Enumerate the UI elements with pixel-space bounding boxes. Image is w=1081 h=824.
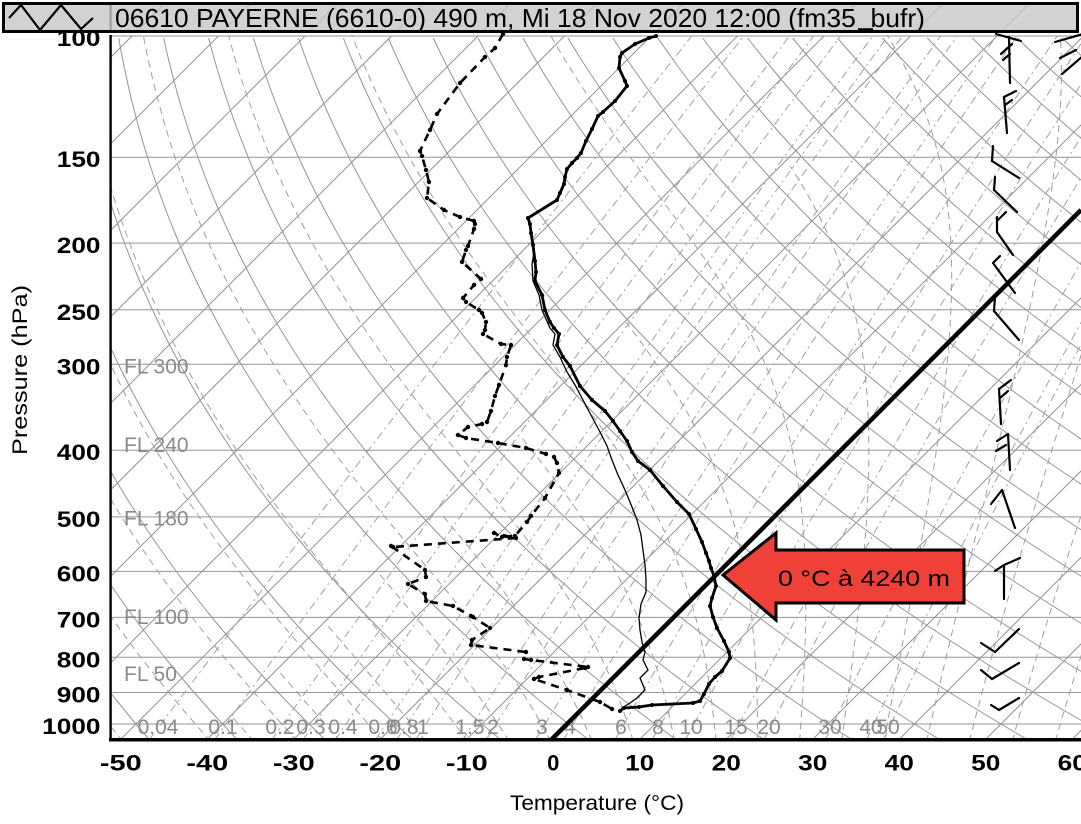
svg-text:8: 8 [652,716,664,739]
svg-text:-10: -10 [446,751,488,776]
svg-text:06610 PAYERNE (6610-0) 490 m,: 06610 PAYERNE (6610-0) 490 m, Mi 18 Nov … [115,3,925,33]
svg-text:Temperature (°C): Temperature (°C) [510,792,684,815]
svg-text:6: 6 [615,716,627,739]
svg-text:-20: -20 [359,751,401,776]
svg-text:40: 40 [885,751,914,776]
svg-text:150: 150 [57,147,101,172]
svg-text:-30: -30 [273,751,315,776]
svg-text:50: 50 [876,716,899,739]
svg-text:20: 20 [712,751,741,776]
svg-text:0: 0 [547,751,559,776]
svg-text:10: 10 [679,716,702,739]
svg-text:10: 10 [625,751,654,776]
svg-text:0.8: 0.8 [389,716,418,739]
svg-text:800: 800 [57,647,101,672]
svg-text:FL 240: FL 240 [124,434,189,457]
svg-text:3: 3 [536,716,548,739]
svg-text:15: 15 [724,716,747,739]
svg-text:1: 1 [417,716,429,739]
svg-text:FL 180: FL 180 [124,508,189,531]
svg-text:1.5: 1.5 [455,716,484,739]
svg-text:60: 60 [1058,751,1081,776]
svg-text:1000: 1000 [42,714,100,739]
svg-text:500: 500 [57,507,101,532]
svg-text:0.04: 0.04 [138,716,179,739]
svg-text:900: 900 [57,683,101,708]
svg-text:30: 30 [798,751,827,776]
svg-text:-40: -40 [186,751,228,776]
svg-text:400: 400 [57,440,101,465]
svg-text:700: 700 [57,607,101,632]
svg-text:50: 50 [971,751,1000,776]
svg-text:20: 20 [757,716,780,739]
svg-text:200: 200 [57,233,101,258]
svg-text:0.4: 0.4 [328,716,358,739]
svg-text:Pressure (hPa): Pressure (hPa) [9,285,32,455]
svg-text:300: 300 [57,354,101,379]
svg-text:30: 30 [818,716,841,739]
svg-text:250: 250 [57,300,101,325]
svg-text:0.2: 0.2 [265,716,294,739]
svg-text:0.1: 0.1 [208,716,237,739]
svg-text:-50: -50 [100,751,142,776]
svg-text:600: 600 [57,561,101,586]
svg-text:FL 100: FL 100 [124,606,189,629]
svg-text:2: 2 [487,716,499,739]
svg-text:FL 50: FL 50 [124,663,177,686]
svg-text:0.3: 0.3 [296,716,325,739]
svg-text:FL 300: FL 300 [124,355,189,378]
svg-text:0 °C à 4240 m: 0 °C à 4240 m [778,566,950,591]
